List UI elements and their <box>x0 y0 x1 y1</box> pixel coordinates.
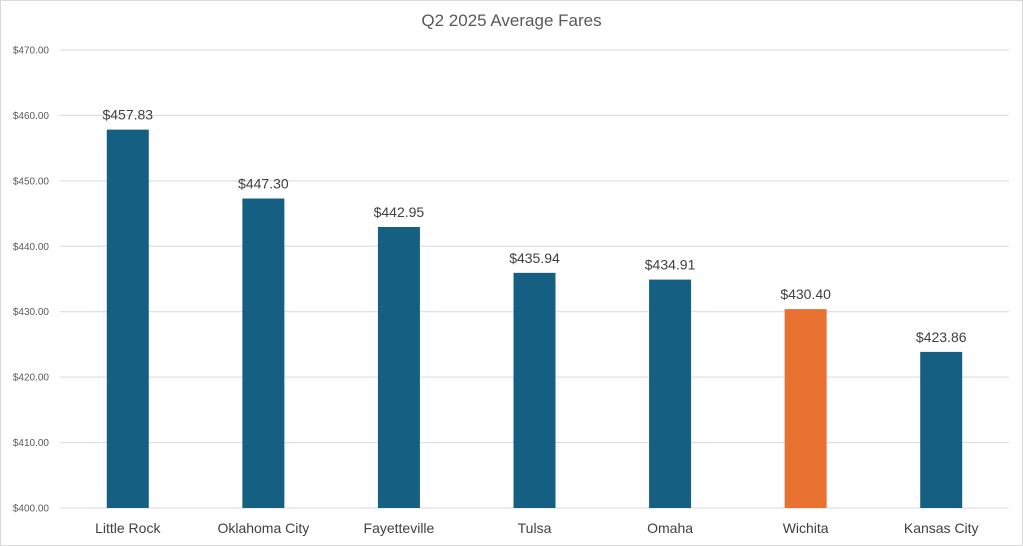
bar <box>377 226 420 508</box>
y-tick-label: $430.00 <box>13 307 50 318</box>
category-label: Fayetteville <box>364 520 435 536</box>
y-tick-label: $420.00 <box>13 373 50 384</box>
category-label: Oklahoma City <box>217 520 309 536</box>
y-tick-label: $470.00 <box>13 46 50 57</box>
category-label: Little Rock <box>95 520 161 536</box>
data-label: $434.91 <box>645 257 696 273</box>
bar <box>784 309 827 508</box>
category-label: Tulsa <box>518 520 552 536</box>
y-tick-label: $450.00 <box>13 176 50 187</box>
data-label: $430.40 <box>780 286 831 302</box>
y-tick-label: $410.00 <box>13 438 50 449</box>
category-label: Omaha <box>647 520 693 536</box>
bar <box>106 129 149 508</box>
data-label: $423.86 <box>916 329 967 345</box>
category-label: Kansas City <box>904 520 979 536</box>
data-label: $442.95 <box>374 204 425 220</box>
data-label: $435.94 <box>509 250 560 266</box>
y-tick-label: $400.00 <box>13 504 50 515</box>
bar <box>649 279 692 508</box>
y-tick-label: $460.00 <box>13 111 50 122</box>
bar <box>513 272 556 508</box>
bar <box>242 198 285 508</box>
bar <box>920 351 963 508</box>
y-tick-label: $440.00 <box>13 242 50 253</box>
data-label: $457.83 <box>102 107 153 123</box>
chart-title: Q2 2025 Average Fares <box>421 11 602 30</box>
data-label: $447.30 <box>238 176 289 192</box>
category-label: Wichita <box>783 520 829 536</box>
